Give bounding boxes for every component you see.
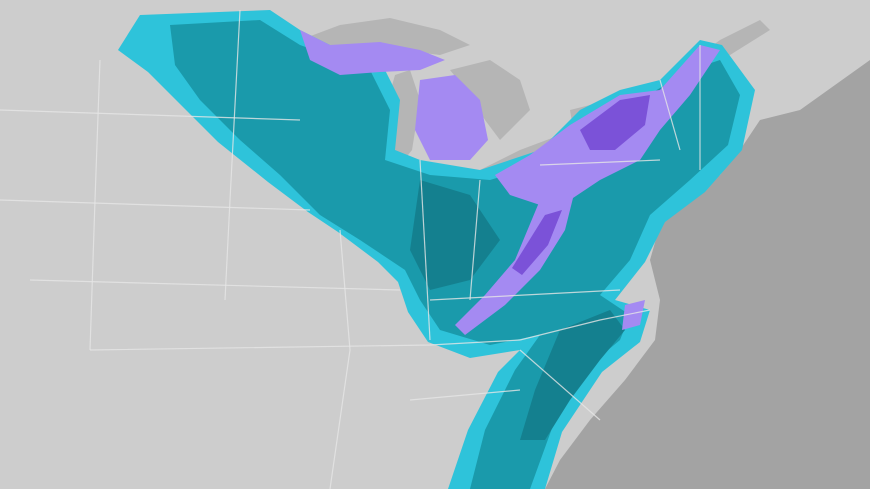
state-border: [89, 339, 521, 351]
state-border: [429, 289, 621, 301]
snow-light-upper-michigan: [300, 30, 445, 75]
state-border: [0, 109, 301, 121]
atlantic-ocean: [545, 60, 870, 489]
state-border: [659, 79, 681, 151]
state-border: [539, 159, 661, 166]
state-borders: [0, 9, 701, 489]
state-border: [519, 349, 601, 421]
snow-light-lower-michigan: [415, 75, 488, 160]
snow-heavy-appalachians: [512, 210, 562, 275]
state-border: [469, 179, 481, 301]
precip-heavy-area: [520, 310, 625, 440]
state-border: [409, 389, 521, 401]
state-border: [419, 159, 431, 341]
state-border: [89, 59, 101, 351]
state-border: [29, 279, 401, 291]
lake-huron: [450, 60, 530, 140]
snow-heavy-northeast: [580, 95, 650, 150]
state-border: [329, 229, 351, 489]
state-border: [519, 309, 651, 341]
state-border: [0, 199, 311, 211]
state-border: [224, 9, 241, 301]
snow-light-delmarva: [622, 300, 645, 330]
